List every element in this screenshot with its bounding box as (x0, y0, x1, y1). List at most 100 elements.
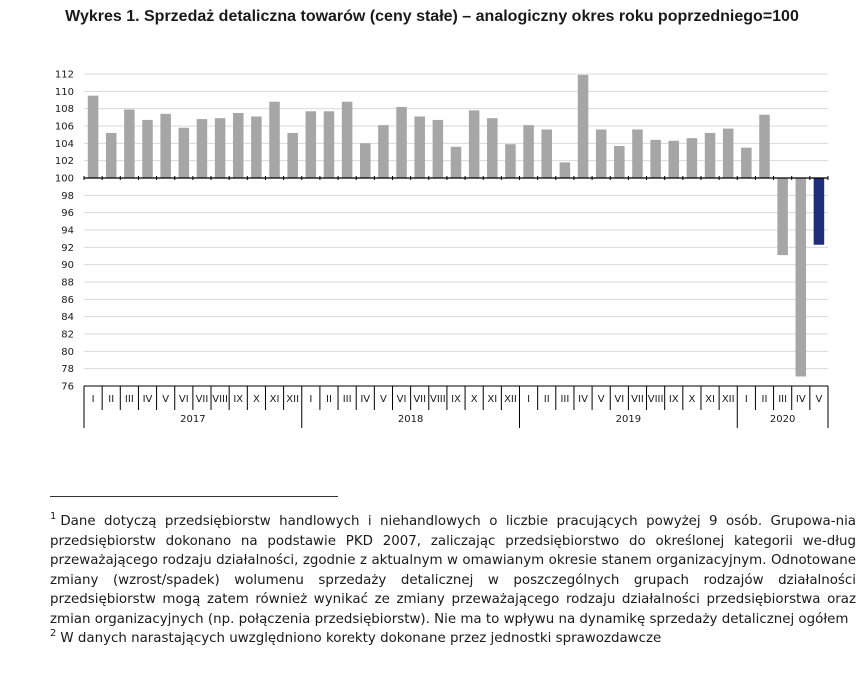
bar (214, 118, 226, 178)
month-label: III (560, 394, 569, 405)
y-tick-label: 94 (61, 226, 74, 237)
bar (178, 127, 190, 178)
bar (795, 178, 807, 377)
month-label: I (527, 394, 530, 405)
month-labels: I II III IV V VI VII VIII IX X XI XII I II III IV V VI VII… (92, 394, 823, 405)
y-tick-label: 108 (55, 104, 74, 115)
y-tick-label: 92 (61, 243, 74, 254)
bar (124, 109, 135, 178)
month-label: X (471, 394, 478, 405)
y-tick-label: 102 (55, 156, 74, 167)
month-label: IX (451, 394, 461, 405)
y-tick-label: 110 (55, 87, 74, 98)
y-tick-label: 84 (61, 312, 74, 323)
bar (305, 111, 317, 178)
bar (595, 129, 607, 178)
y-tick-label: 98 (61, 191, 74, 202)
month-label: VIII (212, 394, 228, 405)
month-label: IV (360, 394, 370, 405)
bar (142, 119, 153, 178)
month-label: VI (179, 394, 189, 405)
y-tick-label: 112 (55, 70, 74, 81)
bars (87, 74, 825, 377)
bar (704, 132, 716, 178)
bar (741, 147, 752, 178)
month-label: III (343, 394, 352, 405)
footnote-1-number: 1 (50, 510, 57, 522)
chart-title: Wykres 1. Sprzedaż detaliczna towarów (c… (65, 8, 799, 25)
footnote-1: 1 Dane dotyczą przedsiębiorstw handlowych… (50, 510, 856, 629)
month-label: IV (578, 394, 588, 405)
month-label: IV (796, 394, 806, 405)
month-label: I (309, 394, 312, 405)
month-label: I (745, 394, 748, 405)
bar (360, 143, 371, 178)
bar (487, 118, 498, 178)
x-axis (83, 176, 829, 428)
bar (323, 111, 335, 178)
y-tick-label: 86 (61, 295, 74, 306)
bar (251, 116, 262, 178)
footnotes: 1 Dane dotyczą przedsiębiorstw handlowych… (50, 510, 856, 649)
footnote-2-number: 2 (50, 627, 57, 639)
bar (541, 129, 552, 178)
bar (668, 140, 680, 178)
footnote-2-text: W danych narastających uwzględniono kore… (60, 631, 662, 646)
month-label: III (125, 394, 134, 405)
bar (432, 119, 444, 178)
bar (777, 178, 788, 256)
month-label: VIII (648, 394, 664, 405)
month-label: II (762, 394, 768, 405)
y-tick-label: 100 (55, 174, 74, 185)
month-label: X (253, 394, 260, 405)
year-label: 2020 (770, 414, 795, 425)
month-label: XI (705, 394, 715, 405)
month-label: XI (487, 394, 497, 405)
month-label: II (326, 394, 332, 405)
month-label: VII (631, 394, 644, 405)
grid-lines (84, 73, 828, 387)
year-label: 2018 (398, 414, 423, 425)
month-label: X (688, 394, 695, 405)
year-label: 2019 (616, 414, 641, 425)
y-tick-label: 96 (61, 208, 74, 219)
chart-svg: 112 110 108 106 104 102 100 98 96 94 92 90 88 86 84 82 8… (55, 70, 829, 428)
month-label: V (816, 394, 823, 405)
month-label: IV (143, 394, 153, 405)
bar (160, 113, 171, 178)
y-tick-label: 90 (61, 260, 74, 271)
bar (232, 113, 244, 178)
footnote-1-text: Dane dotyczą przedsiębiorstw handlowych … (50, 514, 856, 627)
bar (505, 144, 516, 178)
bar (577, 74, 589, 178)
bar (450, 146, 462, 178)
month-label: IX (669, 394, 679, 405)
month-label: XII (504, 394, 517, 405)
month-label: XII (722, 394, 735, 405)
month-label: III (778, 394, 787, 405)
month-label: IX (233, 394, 243, 405)
bar (813, 178, 825, 245)
year-label: 2017 (180, 414, 205, 425)
bar (686, 138, 698, 178)
bar (523, 125, 534, 178)
y-tick-label: 82 (61, 330, 74, 341)
y-tick-label: 76 (61, 382, 74, 393)
y-axis-ticks: 112 110 108 106 104 102 100 98 96 94 92 90 88 86 84 82 8… (55, 70, 74, 393)
bar (196, 119, 208, 178)
year-labels: 2017 2018 2019 2020 (180, 414, 795, 425)
bar (287, 132, 298, 178)
bar (414, 116, 425, 178)
month-label: VI (397, 394, 407, 405)
month-label: V (380, 394, 387, 405)
bar (105, 132, 117, 178)
month-label: VIII (430, 394, 446, 405)
bar (614, 145, 625, 178)
bar (759, 114, 770, 178)
month-label: VII (196, 394, 209, 405)
bar (559, 162, 571, 178)
month-label: VII (413, 394, 426, 405)
y-tick-label: 106 (55, 122, 74, 133)
bar (722, 128, 734, 178)
